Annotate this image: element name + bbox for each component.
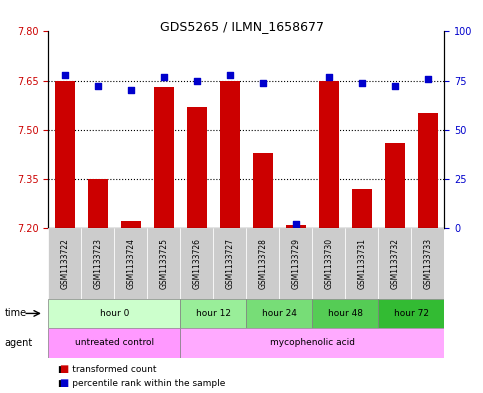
Bar [187, 107, 207, 228]
FancyBboxPatch shape [81, 228, 114, 299]
FancyBboxPatch shape [48, 299, 180, 328]
FancyBboxPatch shape [246, 228, 279, 299]
FancyBboxPatch shape [378, 299, 444, 328]
Bar [385, 143, 405, 228]
FancyBboxPatch shape [180, 299, 246, 328]
Point [424, 75, 432, 82]
Bar [319, 81, 339, 228]
Text: time: time [5, 309, 27, 318]
Bar [286, 225, 306, 228]
FancyBboxPatch shape [412, 228, 444, 299]
Text: hour 48: hour 48 [328, 309, 363, 318]
Point [61, 72, 69, 78]
Text: GSM1133729: GSM1133729 [291, 238, 300, 289]
FancyBboxPatch shape [147, 228, 180, 299]
Bar [121, 221, 141, 228]
Text: ■: ■ [59, 364, 68, 375]
Text: untreated control: untreated control [75, 338, 154, 347]
Text: agent: agent [5, 338, 33, 348]
Text: GSM1133723: GSM1133723 [93, 238, 102, 289]
Text: GSM1133722: GSM1133722 [60, 238, 69, 289]
FancyBboxPatch shape [378, 228, 412, 299]
Bar [88, 179, 108, 228]
Text: hour 12: hour 12 [196, 309, 231, 318]
Text: hour 72: hour 72 [394, 309, 429, 318]
Text: GSM1133731: GSM1133731 [357, 238, 366, 289]
Point [94, 83, 102, 90]
FancyBboxPatch shape [48, 228, 81, 299]
Bar [55, 81, 75, 228]
Text: GSM1133725: GSM1133725 [159, 238, 168, 289]
Bar [418, 113, 438, 228]
Point [259, 79, 267, 86]
FancyBboxPatch shape [180, 328, 444, 358]
Text: ■: ■ [59, 378, 68, 388]
Point [226, 72, 234, 78]
Text: GSM1133728: GSM1133728 [258, 238, 267, 289]
Point [292, 221, 299, 227]
FancyBboxPatch shape [279, 228, 313, 299]
Text: GSM1133727: GSM1133727 [226, 238, 234, 289]
Bar [253, 152, 273, 228]
Text: GDS5265 / ILMN_1658677: GDS5265 / ILMN_1658677 [159, 20, 324, 33]
Text: ■  transformed count: ■ transformed count [58, 365, 156, 374]
Bar [220, 81, 240, 228]
Text: GSM1133726: GSM1133726 [192, 238, 201, 289]
Point [193, 77, 201, 84]
FancyBboxPatch shape [345, 228, 378, 299]
Bar [154, 87, 174, 228]
Point [160, 73, 168, 80]
Point [325, 73, 333, 80]
FancyBboxPatch shape [180, 228, 213, 299]
Text: mycophenolic acid: mycophenolic acid [270, 338, 355, 347]
Point [358, 79, 366, 86]
Text: GSM1133733: GSM1133733 [424, 238, 432, 289]
Point [391, 83, 399, 90]
FancyBboxPatch shape [246, 299, 313, 328]
Text: ■  percentile rank within the sample: ■ percentile rank within the sample [58, 379, 226, 387]
Text: GSM1133724: GSM1133724 [127, 238, 135, 289]
Bar [352, 189, 372, 228]
Text: hour 0: hour 0 [99, 309, 129, 318]
Point [127, 87, 135, 94]
FancyBboxPatch shape [114, 228, 147, 299]
Text: hour 24: hour 24 [262, 309, 297, 318]
FancyBboxPatch shape [313, 228, 345, 299]
FancyBboxPatch shape [48, 328, 180, 358]
FancyBboxPatch shape [213, 228, 246, 299]
Text: GSM1133730: GSM1133730 [325, 238, 333, 289]
Text: GSM1133732: GSM1133732 [390, 238, 399, 289]
FancyBboxPatch shape [313, 299, 378, 328]
